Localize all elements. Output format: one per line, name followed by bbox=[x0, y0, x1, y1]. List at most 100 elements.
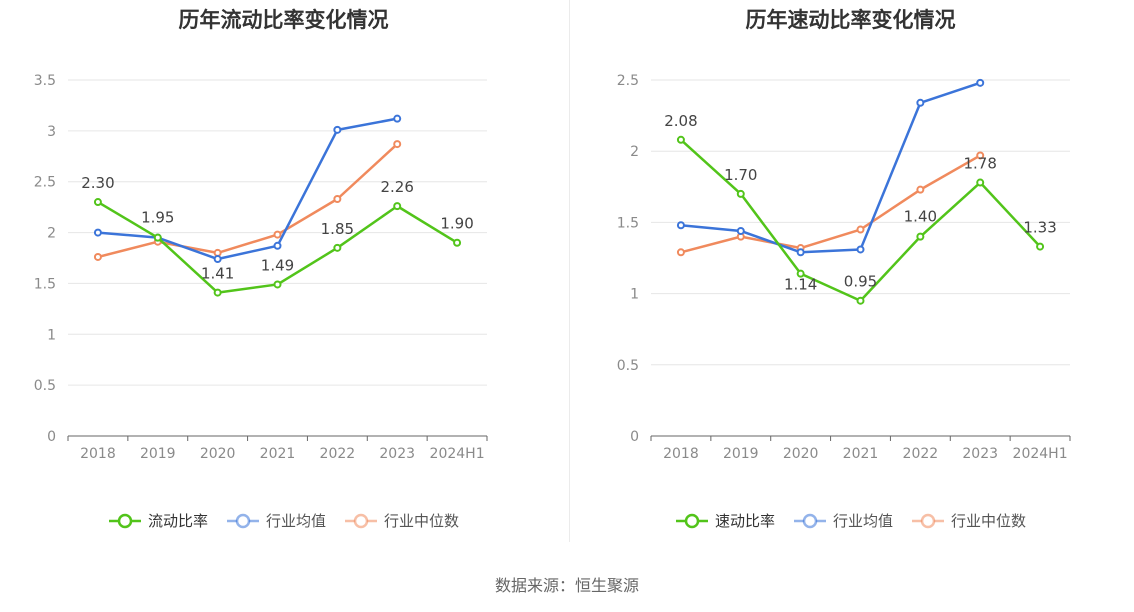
x-tick-label: 2022 bbox=[320, 446, 356, 462]
data-point[interactable] bbox=[333, 195, 342, 204]
legend-item[interactable]: 速动比率 bbox=[675, 510, 775, 531]
data-point[interactable] bbox=[93, 252, 102, 261]
x-tick-label: 2019 bbox=[723, 446, 759, 462]
data-point[interactable] bbox=[796, 269, 805, 278]
legend-item[interactable]: 流动比率 bbox=[108, 510, 208, 531]
chart-panel-current-ratio: 历年流动比率变化情况 0 0.5 1 1.5 2 2.5 3 3.5 2018 2019 2020 2… bbox=[0, 0, 567, 545]
line-chart-quick-ratio: 0 0.5 1 1.5 2 2.5 2018 2019 2020 2021 2022 2023 2024… bbox=[617, 73, 1071, 462]
data-point[interactable] bbox=[273, 280, 282, 289]
data-label: 1.90 bbox=[440, 215, 473, 233]
legend-marker-icon bbox=[793, 513, 826, 528]
series-line bbox=[97, 117, 398, 261]
data-label: 1.41 bbox=[201, 265, 234, 283]
legend-marker-icon bbox=[912, 513, 944, 528]
y-tick-label: 3.5 bbox=[34, 73, 56, 89]
x-tick-label: 2024H1 bbox=[1013, 446, 1068, 462]
data-point[interactable] bbox=[153, 233, 162, 242]
chart-panel-quick-ratio: 历年速动比率变化情况 0 0.5 1 1.5 2 2.5 2018 2019 2020 2021 2… bbox=[567, 0, 1134, 545]
legend-marker-icon bbox=[108, 513, 141, 528]
data-point[interactable] bbox=[393, 140, 402, 149]
y-tick-label: 1 bbox=[47, 327, 56, 343]
legend-item[interactable]: 行业均值 bbox=[226, 510, 326, 531]
y-tick-label: 0 bbox=[47, 429, 56, 445]
data-label: 1.40 bbox=[904, 208, 937, 226]
legend-item[interactable]: 行业均值 bbox=[793, 510, 893, 531]
line-chart-current-ratio: 0 0.5 1 1.5 2 2.5 3 3.5 2018 2019 2020 2021 2022 2023… bbox=[34, 73, 488, 462]
legend-label: 速动比率 bbox=[714, 512, 775, 530]
legend-label: 行业中位数 bbox=[384, 512, 460, 530]
data-point[interactable] bbox=[393, 202, 402, 211]
data-point[interactable] bbox=[213, 288, 222, 297]
legend-marker-icon bbox=[675, 513, 708, 528]
y-tick-label: 3 bbox=[47, 124, 56, 140]
data-point[interactable] bbox=[93, 228, 102, 237]
x-tick-label: 2024H1 bbox=[430, 446, 485, 462]
data-point[interactable] bbox=[1036, 242, 1045, 251]
legend-label: 行业均值 bbox=[265, 512, 326, 530]
data-point[interactable] bbox=[736, 226, 745, 235]
x-tick-label: 2018 bbox=[663, 446, 699, 462]
chart-legend: 流动比率 行业均值 行业中位数 bbox=[0, 510, 567, 531]
legend-item[interactable]: 行业中位数 bbox=[911, 510, 1026, 531]
chart-title: 历年流动比率变化情况 bbox=[178, 8, 389, 32]
data-label: 1.85 bbox=[321, 220, 354, 238]
data-label: 2.08 bbox=[664, 112, 697, 130]
data-point[interactable] bbox=[976, 151, 985, 160]
x-tick-label: 2023 bbox=[379, 446, 415, 462]
legend-marker-icon bbox=[226, 513, 259, 528]
data-label: 1.49 bbox=[261, 256, 294, 274]
y-tick-label: 2 bbox=[47, 226, 56, 242]
data-point[interactable] bbox=[736, 189, 745, 198]
y-tick-label: 0.5 bbox=[617, 358, 639, 374]
data-label: 1.33 bbox=[1023, 219, 1056, 237]
y-tick-label: 1.5 bbox=[617, 215, 639, 231]
data-label: 2.26 bbox=[381, 178, 414, 196]
x-tick-label: 2018 bbox=[80, 446, 116, 462]
chart-legend: 速动比率 行业均值 行业中位数 bbox=[567, 510, 1134, 531]
chart-title: 历年速动比率变化情况 bbox=[745, 8, 956, 32]
y-tick-label: 0.5 bbox=[34, 378, 56, 394]
data-point[interactable] bbox=[676, 221, 685, 230]
y-tick-label: 2.5 bbox=[34, 175, 56, 191]
series-line bbox=[680, 81, 981, 254]
data-point[interactable] bbox=[273, 241, 282, 250]
data-point[interactable] bbox=[856, 225, 865, 234]
y-tick-label: 0 bbox=[630, 429, 639, 445]
data-point[interactable] bbox=[93, 198, 102, 207]
data-label: 1.78 bbox=[964, 155, 997, 173]
data-source-note: 数据来源：恒生聚源 bbox=[494, 576, 639, 595]
x-tick-label: 2022 bbox=[903, 446, 939, 462]
panel-divider bbox=[569, 0, 570, 542]
data-point[interactable] bbox=[213, 255, 222, 264]
x-tick-label: 2020 bbox=[783, 446, 819, 462]
series-line bbox=[680, 154, 981, 254]
data-point[interactable] bbox=[856, 245, 865, 254]
x-tick-label: 2019 bbox=[140, 446, 176, 462]
y-tick-label: 2 bbox=[630, 144, 639, 160]
data-label: 1.70 bbox=[724, 166, 757, 184]
legend-item[interactable]: 行业中位数 bbox=[344, 510, 459, 531]
data-label: 1.95 bbox=[141, 209, 174, 227]
x-tick-label: 2020 bbox=[200, 446, 236, 462]
data-point[interactable] bbox=[676, 135, 685, 144]
data-point[interactable] bbox=[856, 296, 865, 305]
data-point[interactable] bbox=[916, 185, 925, 194]
data-point[interactable] bbox=[676, 248, 685, 257]
data-point[interactable] bbox=[796, 248, 805, 257]
legend-marker-icon bbox=[345, 513, 377, 528]
data-point[interactable] bbox=[273, 230, 282, 239]
data-point[interactable] bbox=[393, 114, 402, 123]
legend-label: 流动比率 bbox=[147, 512, 208, 530]
y-tick-label: 1 bbox=[630, 287, 639, 303]
data-point[interactable] bbox=[333, 125, 342, 134]
data-point[interactable] bbox=[976, 178, 985, 187]
data-point[interactable] bbox=[333, 243, 342, 252]
data-point[interactable] bbox=[453, 238, 462, 247]
x-tick-label: 2023 bbox=[962, 446, 998, 462]
data-label: 1.14 bbox=[784, 276, 817, 294]
data-point[interactable] bbox=[976, 78, 985, 87]
data-point[interactable] bbox=[916, 98, 925, 107]
data-point[interactable] bbox=[213, 248, 222, 257]
x-tick-label: 2021 bbox=[260, 446, 296, 462]
data-point[interactable] bbox=[916, 232, 925, 241]
